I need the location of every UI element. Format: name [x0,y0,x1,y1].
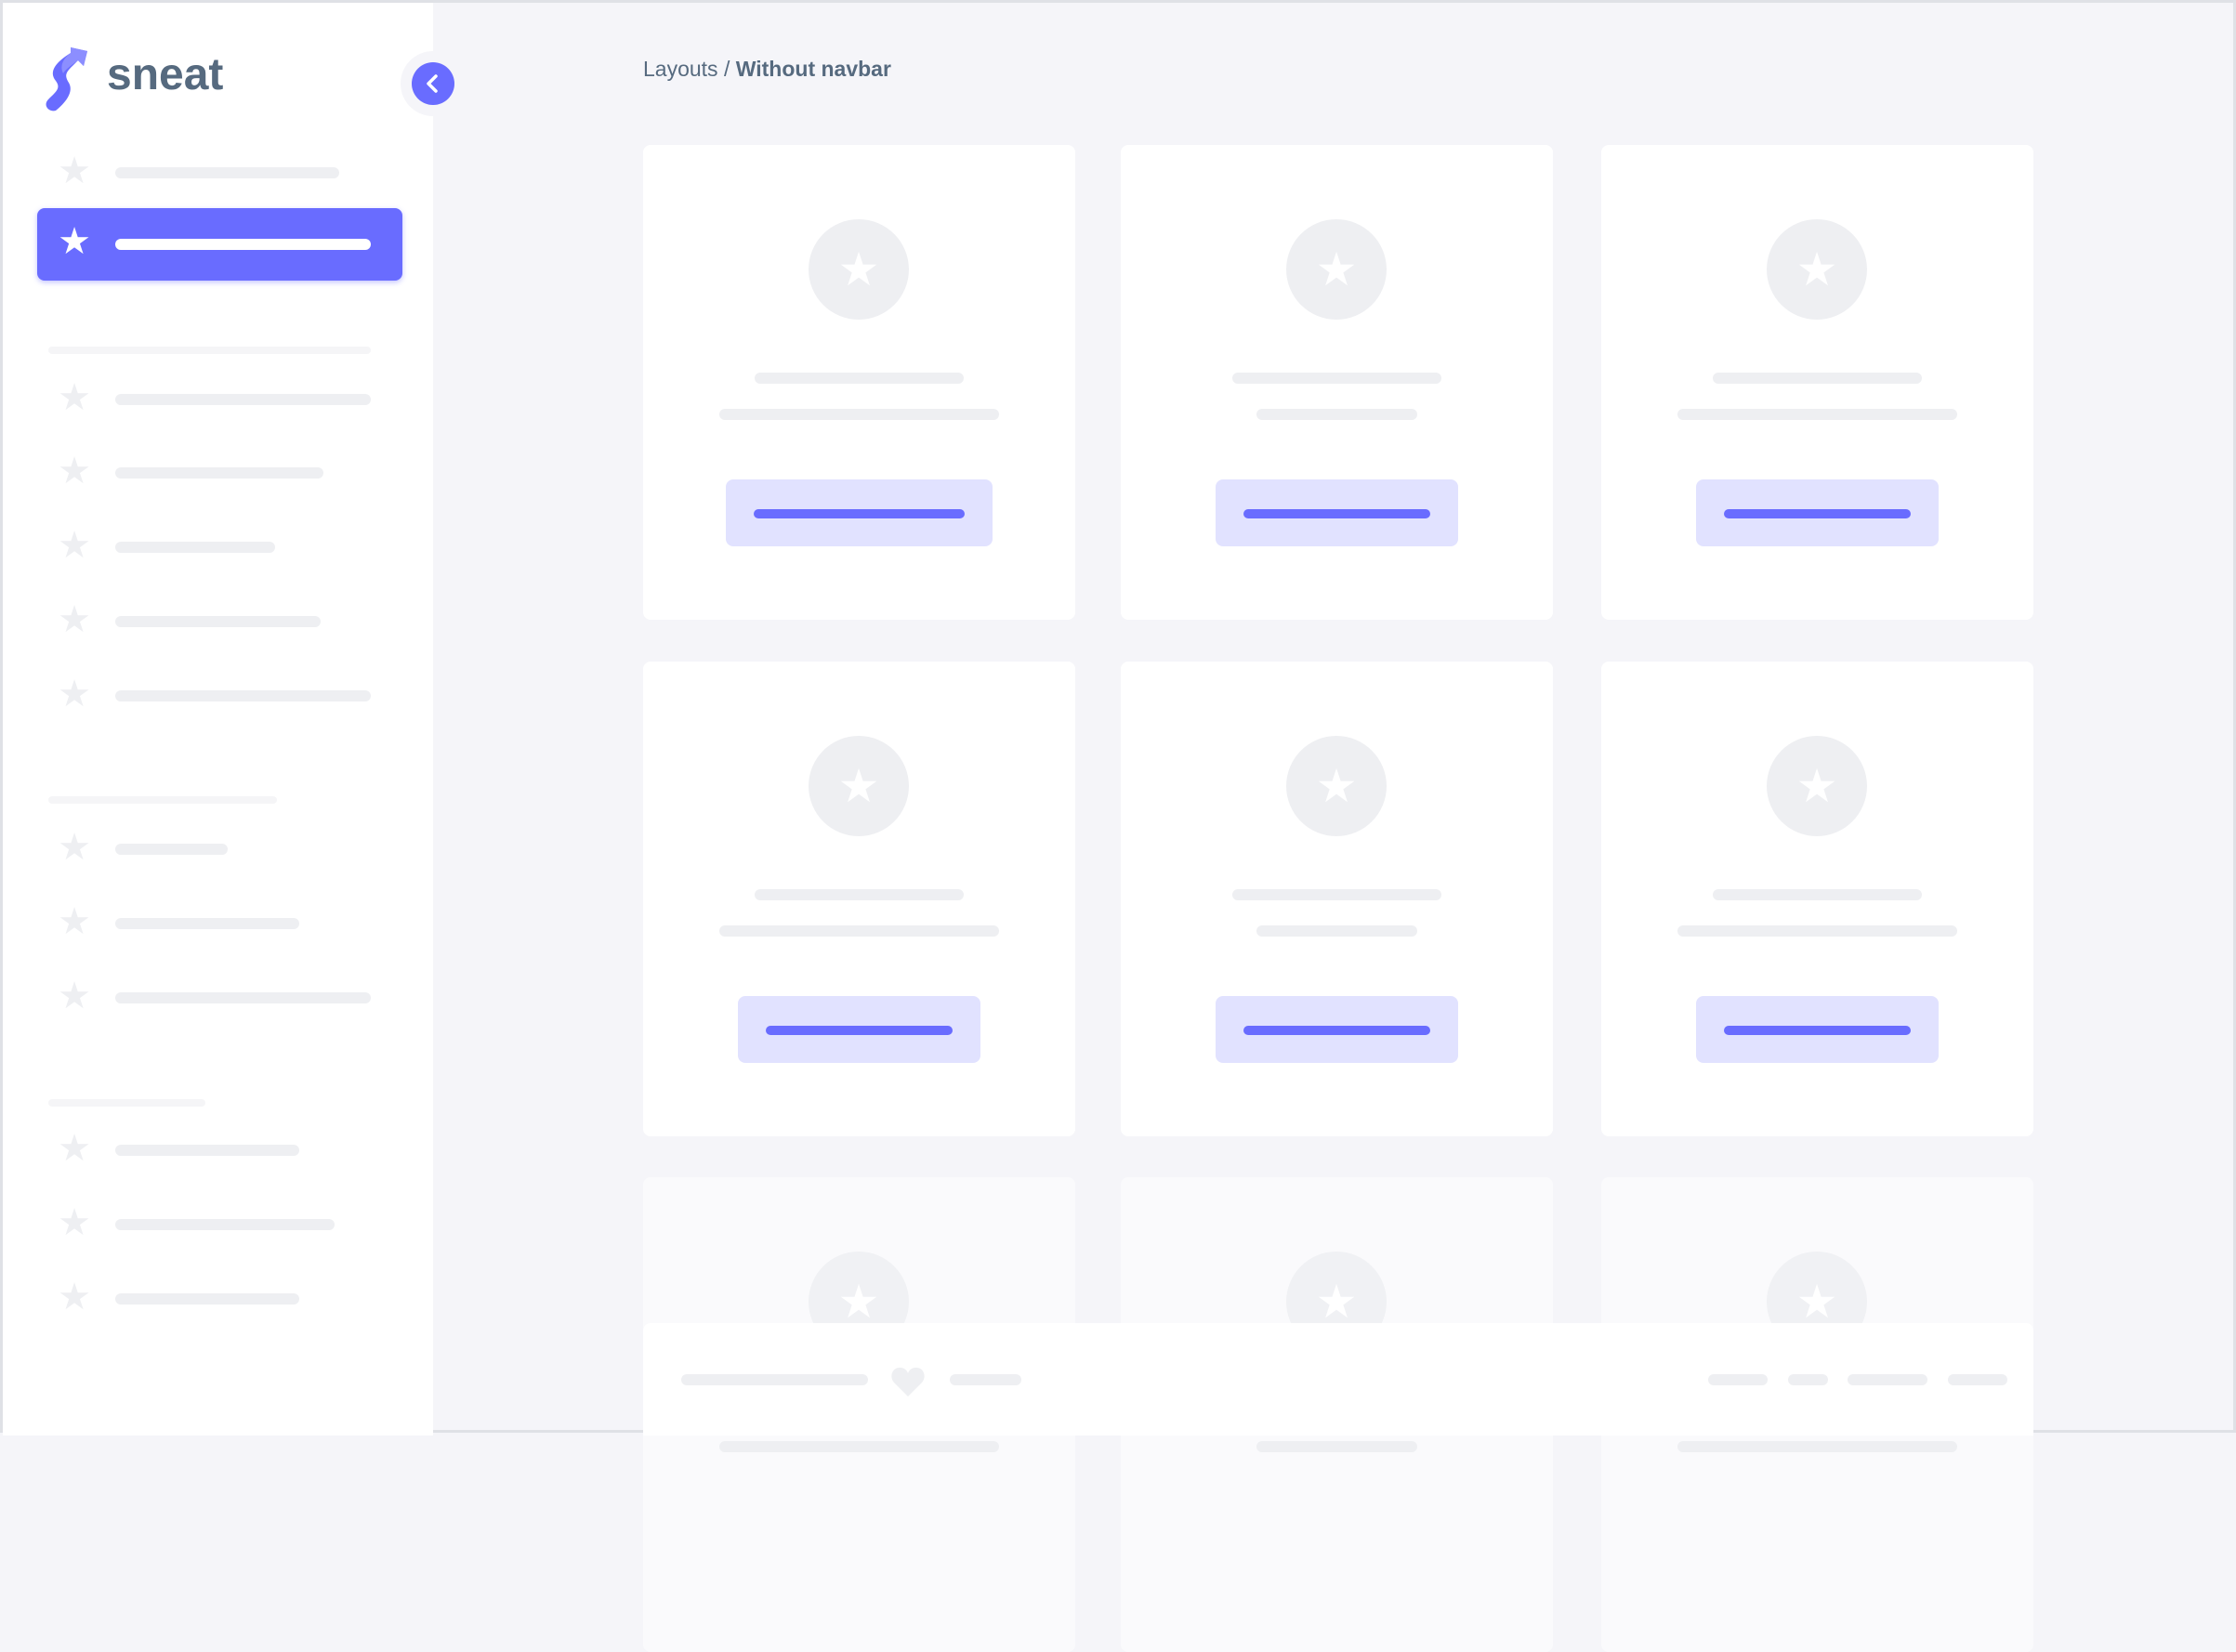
menu-item-label-placeholder [115,239,371,250]
menu-item-label-placeholder [115,844,228,855]
star-icon: ★ [809,219,909,320]
star-icon: ★ [58,1128,91,1169]
card-text-placeholder [1256,925,1417,937]
card-title-placeholder [1713,373,1922,384]
card-text-placeholder [1256,1441,1417,1452]
card-text-placeholder [719,925,999,937]
footer-link-placeholder[interactable] [950,1374,1021,1385]
card-title-placeholder [1232,373,1441,384]
star-icon: ★ [1767,219,1867,320]
breadcrumb-parent[interactable]: Layouts [643,57,718,81]
menu-item-label-placeholder [115,167,339,178]
button-label-placeholder [1243,1026,1430,1035]
sidebar: sneat ★ ★ ★ ★ ★ ★ ★ ★ ★ ★ ★ ★ ★ [3,3,433,1436]
menu-item-label-placeholder [115,616,321,627]
menu-item-label-placeholder [115,467,323,479]
button-label-placeholder [766,1026,953,1035]
menu-section-header [48,1099,205,1107]
footer-text-placeholder [681,1374,868,1385]
button-label-placeholder [754,509,965,518]
card: ★ [643,145,1075,620]
chevron-left-icon [427,74,438,93]
star-icon: ★ [1286,736,1387,836]
sidebar-toggle-button[interactable] [412,62,454,105]
card-title-placeholder [1713,889,1922,900]
menu-item-label-placeholder [115,1293,299,1305]
menu-item-label-placeholder [115,394,371,405]
button-label-placeholder [1724,509,1911,518]
star-icon: ★ [58,674,91,715]
star-icon: ★ [809,736,909,836]
brand-name: sneat [107,50,224,99]
footer-link-placeholder[interactable] [1788,1374,1828,1385]
menu-item-label-placeholder [115,992,371,1003]
card-title-placeholder [755,373,964,384]
star-icon: ★ [1767,736,1867,836]
star-icon: ★ [58,221,91,262]
star-icon: ★ [58,976,91,1016]
card-title-placeholder [1232,889,1441,900]
card-text-placeholder [719,409,999,420]
card-button[interactable] [726,479,993,546]
button-label-placeholder [1724,1026,1911,1035]
menu-item-label-placeholder [115,542,275,553]
breadcrumb-separator: / [723,57,730,81]
breadcrumb: Layouts / Without navbar [643,57,891,82]
star-icon: ★ [58,901,91,942]
menu-item-label-placeholder [115,1219,335,1230]
star-icon: ★ [58,525,91,566]
star-icon: ★ [1286,219,1387,320]
star-icon: ★ [58,1202,91,1243]
button-label-placeholder [1243,509,1430,518]
footer [643,1323,2033,1436]
footer-link-placeholder[interactable] [1848,1374,1927,1385]
card-button[interactable] [1696,479,1939,546]
star-icon: ★ [58,451,91,492]
sneat-logo-icon [46,47,87,111]
footer-link-placeholder[interactable] [1948,1374,2007,1385]
card: ★ [1601,145,2033,620]
card-text-placeholder [719,1441,999,1452]
card-title-placeholder [755,889,964,900]
heart-icon [891,1367,925,1396]
card-button[interactable] [1216,996,1458,1063]
menu-item-label-placeholder [115,1145,299,1156]
card-button[interactable] [1696,996,1939,1063]
star-icon: ★ [58,599,91,640]
footer-link-placeholder[interactable] [1708,1374,1768,1385]
card: ★ [1601,662,2033,1136]
menu-section-header [48,796,277,804]
card-button[interactable] [1216,479,1458,546]
breadcrumb-current: Without navbar [735,57,891,81]
menu-item-label-placeholder [115,690,371,701]
card: ★ [643,662,1075,1136]
card: ★ [1121,662,1553,1136]
card-text-placeholder [1256,409,1417,420]
star-icon: ★ [58,151,91,191]
menu-section-header [48,347,371,354]
star-icon: ★ [58,1277,91,1318]
sidebar-menu-item-active[interactable]: ★ [37,208,402,281]
card-button[interactable] [738,996,980,1063]
card-text-placeholder [1677,925,1957,937]
card-text-placeholder [1677,409,1957,420]
star-icon: ★ [58,377,91,418]
menu-item-label-placeholder [115,918,299,929]
card: ★ [1121,145,1553,620]
star-icon: ★ [58,827,91,868]
card-text-placeholder [1677,1441,1957,1452]
